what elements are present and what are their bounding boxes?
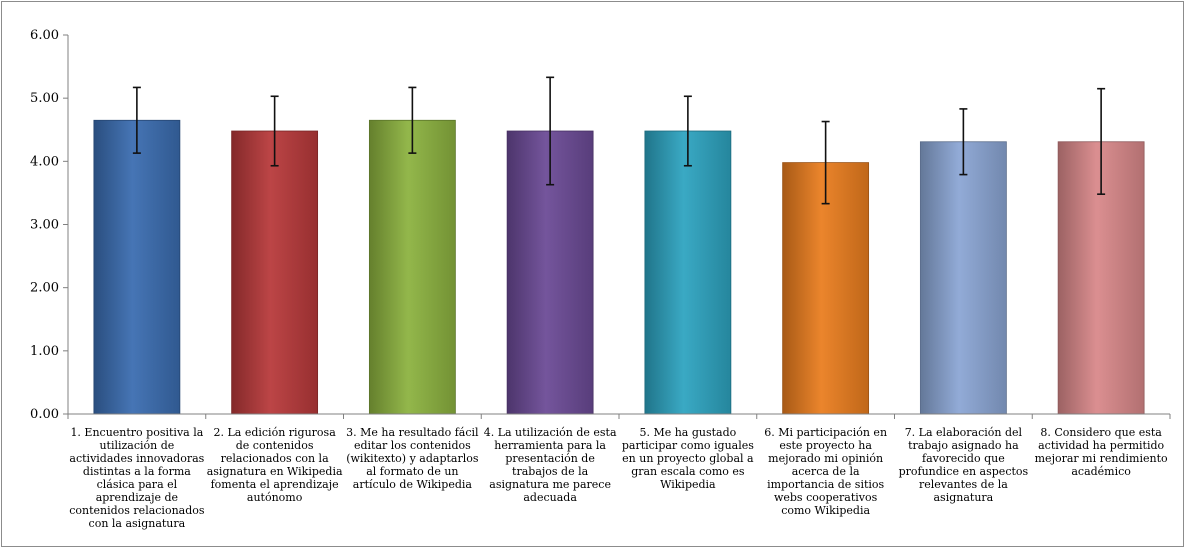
error-bars (132, 76, 1106, 205)
x-category-label: 5. Me ha gustado participar como iguales… (621, 426, 754, 491)
x-category-label: 8. Considero que esta actividad ha permi… (1034, 426, 1168, 478)
bar (644, 130, 732, 415)
y-tick-label: 2.00 (30, 281, 59, 296)
bar (231, 130, 319, 415)
bar (93, 119, 181, 415)
y-tick-label: 3.00 (30, 218, 59, 233)
bar (919, 141, 1007, 415)
bar (782, 162, 870, 415)
y-tick-label: 0.00 (30, 407, 59, 422)
bar (368, 119, 456, 415)
bars (93, 119, 1145, 415)
y-tick-label: 6.00 (30, 28, 59, 43)
x-category-label: 6. Mi participación en este proyecto ha … (764, 426, 888, 517)
x-category-label: 3. Me ha resultado fácil editar los cont… (346, 426, 479, 491)
y-tick-label: 4.00 (30, 154, 59, 169)
y-tick-label: 1.00 (30, 344, 59, 359)
x-category-label: 7. La elaboración del trabajo asignado h… (898, 426, 1029, 504)
y-tick-label: 5.00 (30, 91, 59, 106)
x-category-label: 2. La edición rigurosa de contenidos rel… (206, 426, 343, 504)
x-axis (67, 413, 1171, 419)
x-category-label: 4. La utilización de esta herramienta pa… (483, 426, 617, 504)
y-axis: 0.00 1.00 2.00 3.00 4.00 5.00 6.00 (30, 28, 69, 422)
x-category-label: 1. Encuentro positiva la utilización de … (69, 426, 205, 530)
